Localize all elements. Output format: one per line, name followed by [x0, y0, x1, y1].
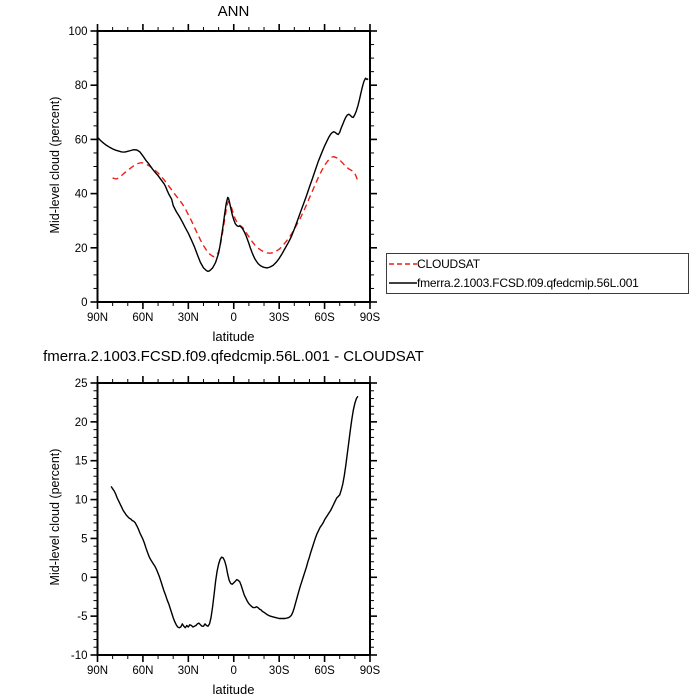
top-y-tick-label: 60 [75, 134, 88, 146]
top-plot: 90N 60N 30N 0 30S 60S 90S 0 20 40 60 80 100 [68, 24, 381, 324]
bottom-y-tick-label: -10 [71, 650, 88, 662]
top-x-axis-label: latitude [212, 329, 255, 344]
bottom-x-tick-label: 90S [360, 665, 381, 677]
top-x-tick-label: 90N [87, 312, 108, 324]
top-y-tick-label: 100 [68, 26, 87, 38]
top-x-tick-label: 60N [132, 312, 153, 324]
bottom-x-tick-label: 60N [132, 665, 153, 677]
top-panel-title: ANN [217, 3, 250, 20]
cloudsat-curve [112, 156, 359, 258]
top-y-axis-label: Mid-level cloud (percent) [48, 96, 62, 234]
cloudsat-dashed-line-icon [389, 263, 417, 265]
top-plot-frame [96, 30, 371, 303]
bottom-plot-frame [96, 382, 371, 656]
top-x-tick-label: 30N [178, 312, 199, 324]
bottom-x-tick-label: 90N [87, 665, 108, 677]
top-y-tick-label: 40 [75, 189, 88, 201]
bottom-x-tick-label: 30S [269, 665, 290, 677]
bottom-y-tick-label: 25 [75, 378, 88, 390]
top-x-tick-label: 60S [314, 312, 335, 324]
legend-entry-model: fmerra.2.1003.FCSD.f09.qfedcmip.56L.001 [389, 274, 688, 293]
top-x-tick-label: 90S [360, 312, 381, 324]
bottom-y-tick-label: 20 [75, 417, 88, 429]
bottom-x-tick-label: 60S [314, 665, 335, 677]
legend: CLOUDSAT fmerra.2.1003.FCSD.f09.qfedcmip… [386, 253, 689, 294]
bottom-x-tick-label: 0 [231, 665, 237, 677]
legend-label-cloudsat: CLOUDSAT [417, 257, 480, 271]
legend-label-model: fmerra.2.1003.FCSD.f09.qfedcmip.56L.001 [417, 276, 639, 290]
bottom-y-tick-label: 10 [75, 495, 88, 507]
top-y-tick-label: 0 [81, 297, 87, 309]
top-x-tick-label: 30S [269, 312, 290, 324]
difference-curve [110, 395, 359, 629]
top-y-tick-label: 20 [75, 243, 88, 255]
top-x-tick-label: 0 [231, 312, 237, 324]
bottom-panel-title: fmerra.2.1003.FCSD.f09.qfedcmip.56L.001 … [43, 348, 424, 365]
bottom-y-tick-label: 0 [81, 572, 87, 584]
legend-entry-cloudsat: CLOUDSAT [389, 255, 688, 274]
bottom-y-tick-label: -5 [77, 611, 87, 623]
model-curve [96, 77, 369, 273]
bottom-plot: 90N 60N 30N 0 30S 60S 90S -10 -5 0 5 10 15 20 25 [71, 376, 381, 677]
model-solid-line-icon [389, 282, 417, 284]
bottom-y-axis-label: Mid-level cloud (percent) [48, 448, 62, 586]
top-y-tick-label: 80 [75, 80, 88, 92]
bottom-x-tick-label: 30N [178, 665, 199, 677]
bottom-y-tick-label: 15 [75, 456, 88, 468]
bottom-y-tick-label: 5 [81, 533, 87, 545]
bottom-x-axis-label: latitude [212, 682, 255, 697]
